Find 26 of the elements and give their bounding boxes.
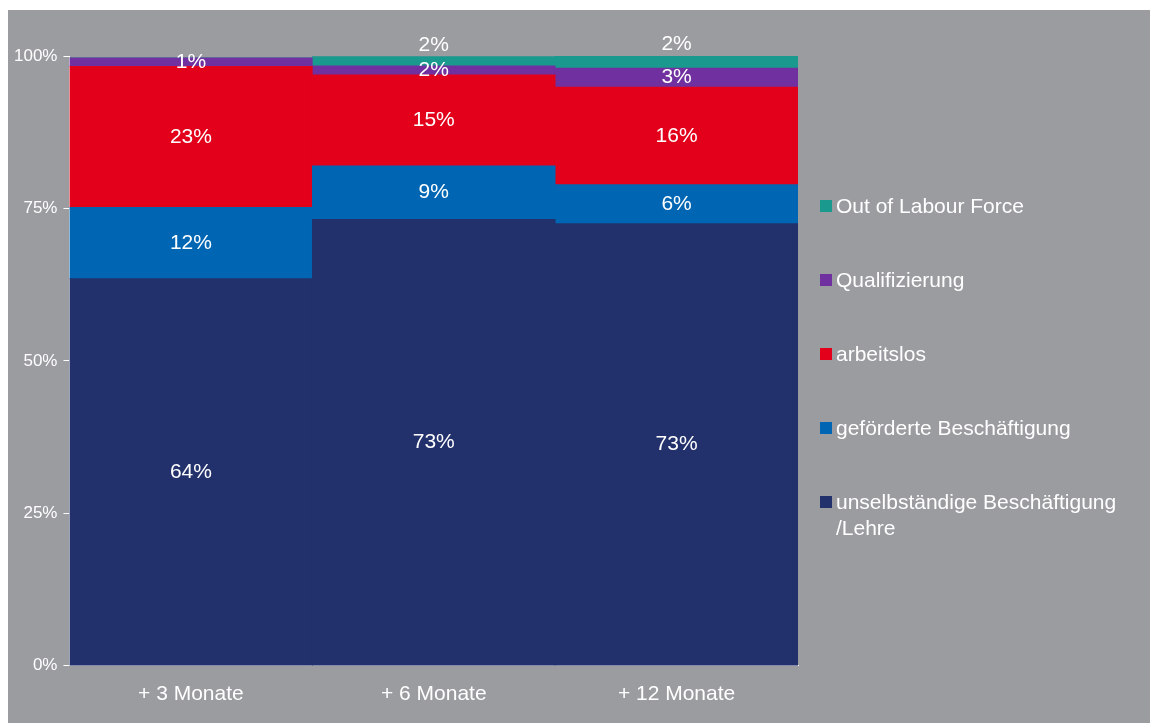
y-tick-label: 25%	[23, 503, 58, 523]
data-label: 64%	[169, 458, 212, 482]
data-label: 12%	[169, 229, 212, 253]
data-label: 73%	[412, 429, 455, 453]
data-label: 23%	[169, 123, 212, 147]
data-label: 2%	[418, 31, 449, 55]
legend-label: geförderte Beschäftigung	[836, 415, 1071, 441]
legend-label: arbeitslos	[836, 341, 926, 367]
x-tick-label: + 6 Monate	[380, 681, 487, 705]
data-label: 15%	[412, 107, 455, 131]
y-tick-label: 100%	[14, 45, 58, 65]
y-tick-label: 75%	[23, 198, 58, 218]
data-label: 2%	[661, 31, 692, 55]
data-label: 16%	[655, 122, 698, 146]
x-tick-label: + 12 Monate	[617, 681, 736, 705]
data-label: 2%	[418, 57, 449, 81]
data-label: 73%	[655, 431, 698, 455]
data-label: 6%	[661, 190, 692, 214]
legend-label: Qualifizierung	[836, 267, 965, 293]
legend-label: Out of Labour Force	[836, 193, 1024, 219]
data-label: 3%	[661, 64, 692, 88]
y-tick-label: 50%	[23, 350, 58, 370]
data-label: 9%	[418, 179, 449, 203]
x-tick-label: + 3 Monate	[138, 681, 244, 705]
legend-label: unselbständige Beschäftigung /Lehre	[836, 489, 1118, 541]
y-tick-label: 0%	[32, 655, 58, 675]
